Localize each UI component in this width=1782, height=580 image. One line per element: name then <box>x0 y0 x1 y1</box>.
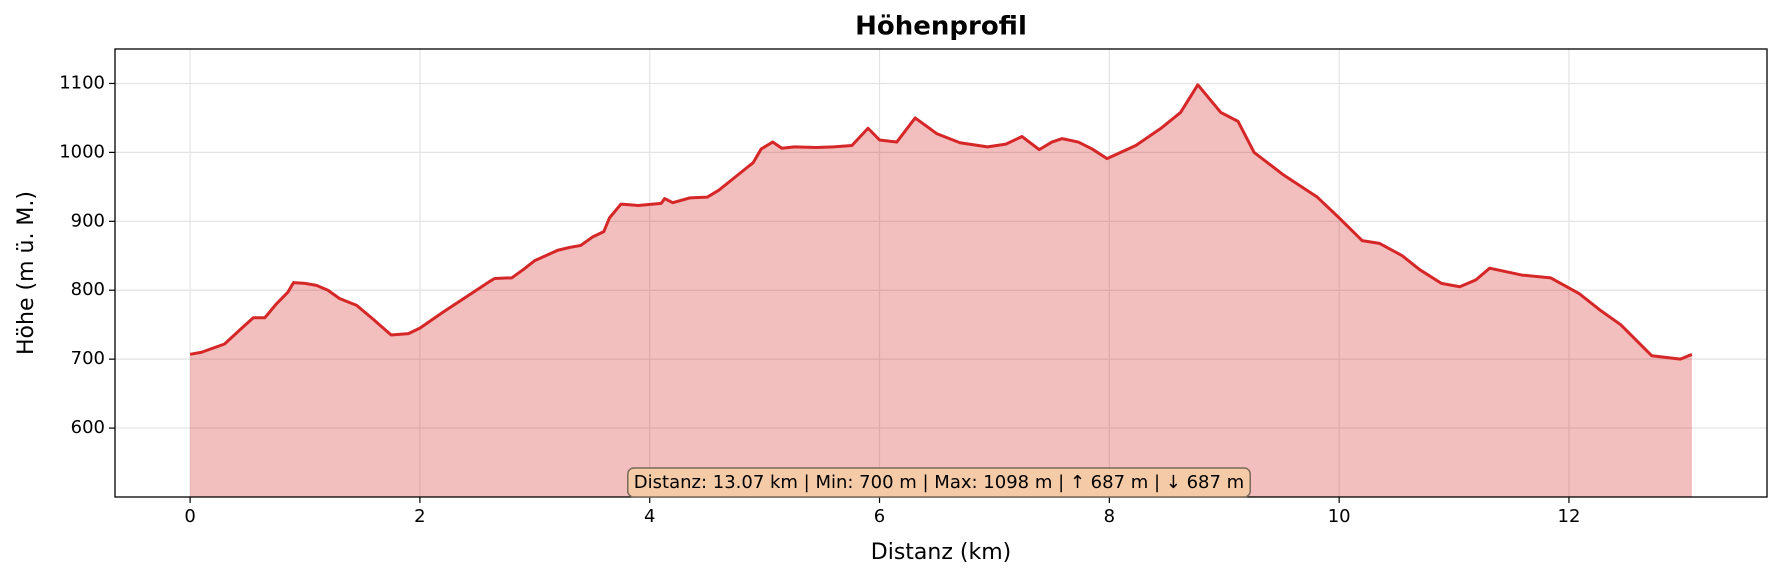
y-tick-label: 600 <box>71 417 105 438</box>
y-tick-label: 900 <box>71 210 105 231</box>
x-axis-label: Distanz (km) <box>871 540 1011 565</box>
annotation-box <box>627 467 1251 498</box>
x-tick-label: 10 <box>1328 506 1351 527</box>
x-tick-label: 0 <box>184 506 195 527</box>
x-tick-label: 2 <box>414 506 425 527</box>
x-tick-label: 8 <box>1104 506 1115 527</box>
y-tick-label: 1000 <box>59 141 105 162</box>
y-tick-label: 700 <box>71 348 105 369</box>
elevation-line <box>189 83 1693 361</box>
annotation-text: Distanz: 13.07 km | Min: 700 m | Max: 10… <box>634 472 1244 493</box>
y-tick-label: 800 <box>71 279 105 300</box>
x-tick-label: 4 <box>644 506 655 527</box>
area-fill <box>190 84 1692 497</box>
annotation: Distanz: 13.07 km | Min: 700 m | Max: 10… <box>627 467 1251 498</box>
x-tick-label: 6 <box>874 506 885 527</box>
chart-title: Höhenprofil <box>855 12 1027 42</box>
x-tick-label: 12 <box>1558 506 1581 527</box>
y-tick-label: 1100 <box>59 72 105 93</box>
y-axis-label: Höhe (m ü. M.) <box>14 191 39 355</box>
